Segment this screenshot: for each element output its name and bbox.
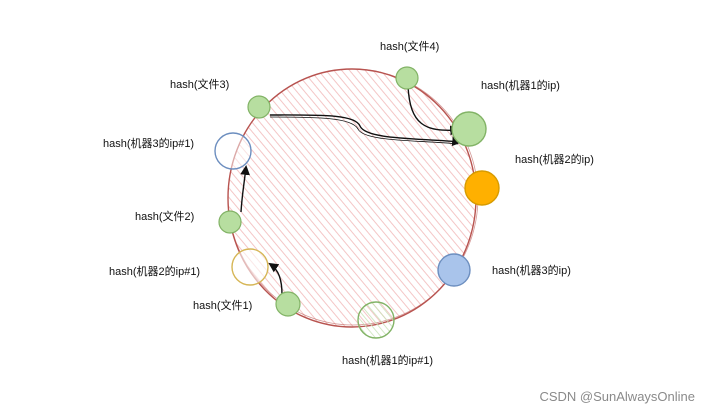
label-machine3-ip1: hash(机器3的ip#1) <box>103 138 195 150</box>
label-file2: hash(文件2) <box>135 211 195 223</box>
label-machine2-ip1: hash(机器2的ip#1) <box>109 266 201 278</box>
label-machine2-ip: hash(机器2的ip) <box>515 154 594 166</box>
label-machine3-ip: hash(机器3的ip) <box>492 265 571 277</box>
label-file3: hash(文件3) <box>170 79 230 91</box>
label-file4: hash(文件4) <box>380 41 440 53</box>
file3-node <box>247 95 271 119</box>
machine1-node <box>451 111 487 147</box>
arrow-file3-to-machine1 <box>269 114 462 147</box>
machine2-virtual-node <box>231 248 269 286</box>
arrow-file3-to-machine1-sketch <box>269 116 459 145</box>
watermark-text: CSDN @SunAlwaysOnline <box>539 389 695 404</box>
arrow-file4-to-machine1 <box>407 85 460 136</box>
machine3-virtual-node <box>214 132 252 170</box>
file1-node <box>275 291 301 317</box>
arrow-file2-to-machine3-virtual <box>240 165 251 213</box>
label-file1: hash(文件1) <box>193 300 253 312</box>
arrow-file1-to-machine2-virtual <box>268 262 283 296</box>
label-machine1-ip1: hash(机器1的ip#1) <box>342 355 434 367</box>
label-machine1-ip: hash(机器1的ip) <box>481 80 560 92</box>
machine3-node <box>437 253 471 287</box>
file2-node <box>218 210 242 234</box>
machine2-node <box>464 170 500 206</box>
machine1-virtual-node <box>357 301 395 339</box>
file4-node <box>395 66 419 90</box>
